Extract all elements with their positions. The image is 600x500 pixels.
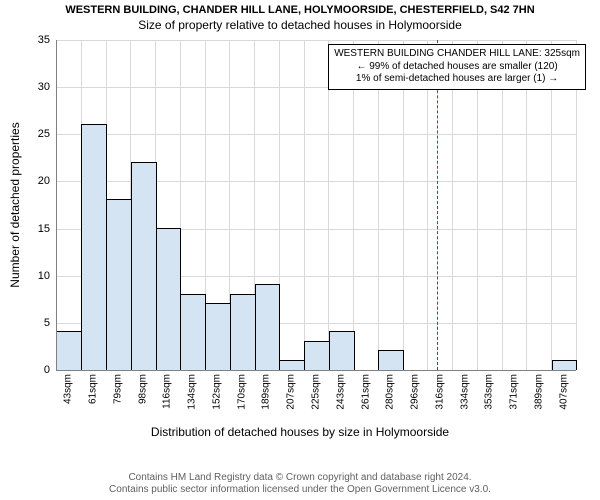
- bar: [131, 162, 157, 370]
- x-tick-label: 152sqm: [211, 370, 222, 410]
- x-tick-label: 353sqm: [484, 370, 495, 410]
- gridline-h: [56, 134, 576, 135]
- gridline-v: [304, 40, 305, 370]
- gridline-h: [56, 40, 576, 41]
- y-tick-label: 20: [20, 175, 56, 187]
- bar: [230, 294, 256, 370]
- bar: [106, 199, 132, 370]
- credits-block: Contains HM Land Registry data © Crown c…: [0, 472, 600, 496]
- x-tick-label: 407sqm: [558, 370, 569, 410]
- x-tick-label: 207sqm: [286, 370, 297, 410]
- bar: [255, 284, 281, 370]
- y-axis-line: [56, 40, 57, 370]
- bar: [304, 341, 330, 370]
- x-tick-label: 170sqm: [236, 370, 247, 410]
- x-tick-label: 334sqm: [459, 370, 470, 410]
- x-tick-label: 371sqm: [509, 370, 520, 410]
- annotation-line: 1% of semi-detached houses are larger (1…: [334, 73, 580, 86]
- y-tick-label: 25: [20, 128, 56, 140]
- gridline-v: [576, 40, 577, 370]
- x-tick-label: 98sqm: [137, 370, 148, 404]
- x-tick-label: 116sqm: [162, 370, 173, 409]
- x-tick-label: 316sqm: [434, 370, 445, 410]
- bar: [156, 228, 182, 370]
- bar: [180, 294, 206, 370]
- gridline-v: [526, 40, 527, 370]
- gridline-v: [477, 40, 478, 370]
- bar: [552, 360, 578, 370]
- x-tick-label: 243sqm: [335, 370, 346, 410]
- reference-line: [437, 40, 438, 370]
- y-tick-label: 0: [20, 364, 56, 376]
- x-tick-label: 61sqm: [88, 370, 99, 404]
- gridline-v: [378, 40, 379, 370]
- bar: [81, 124, 107, 370]
- y-tick-label: 10: [20, 270, 56, 282]
- bar: [279, 360, 305, 370]
- x-tick-label: 225sqm: [311, 370, 322, 410]
- bar: [205, 303, 231, 370]
- bar: [56, 331, 82, 370]
- x-tick-label: 280sqm: [385, 370, 396, 410]
- x-tick-label: 389sqm: [533, 370, 544, 410]
- y-tick-label: 5: [20, 317, 56, 329]
- gridline-v: [551, 40, 552, 370]
- page-title: WESTERN BUILDING, CHANDER HILL LANE, HOL…: [0, 0, 600, 16]
- y-tick-label: 35: [20, 34, 56, 46]
- x-axis-line: [56, 370, 576, 371]
- annotation-line: WESTERN BUILDING CHANDER HILL LANE: 325s…: [334, 48, 580, 61]
- annotation-box: WESTERN BUILDING CHANDER HILL LANE: 325s…: [328, 44, 586, 90]
- gridline-v: [353, 40, 354, 370]
- x-tick-label: 134sqm: [187, 370, 198, 410]
- y-axis-label: Number of detached properties: [8, 122, 22, 287]
- plot-area: 0510152025303543sqm61sqm79sqm98sqm116sqm…: [56, 40, 576, 370]
- gridline-v: [452, 40, 453, 370]
- annotation-line: ← 99% of detached houses are smaller (12…: [334, 61, 580, 74]
- x-tick-label: 296sqm: [410, 370, 421, 410]
- gridline-v: [502, 40, 503, 370]
- gridline-v: [427, 40, 428, 370]
- chart-container: WESTERN BUILDING, CHANDER HILL LANE, HOL…: [0, 0, 600, 500]
- credits-line-2: Contains public sector information licen…: [0, 484, 600, 496]
- chart-subtitle: Size of property relative to detached ho…: [0, 16, 600, 32]
- x-tick-label: 189sqm: [261, 370, 272, 410]
- y-tick-label: 15: [20, 223, 56, 235]
- x-tick-label: 79sqm: [112, 370, 123, 404]
- gridline-v: [328, 40, 329, 370]
- x-tick-label: 43sqm: [63, 370, 74, 404]
- x-tick-label: 261sqm: [360, 370, 371, 410]
- x-axis-label: Distribution of detached houses by size …: [0, 425, 600, 439]
- credits-line-1: Contains HM Land Registry data © Crown c…: [0, 472, 600, 484]
- gridline-v: [403, 40, 404, 370]
- y-tick-label: 30: [20, 81, 56, 93]
- bar: [329, 331, 355, 370]
- bar: [378, 350, 404, 370]
